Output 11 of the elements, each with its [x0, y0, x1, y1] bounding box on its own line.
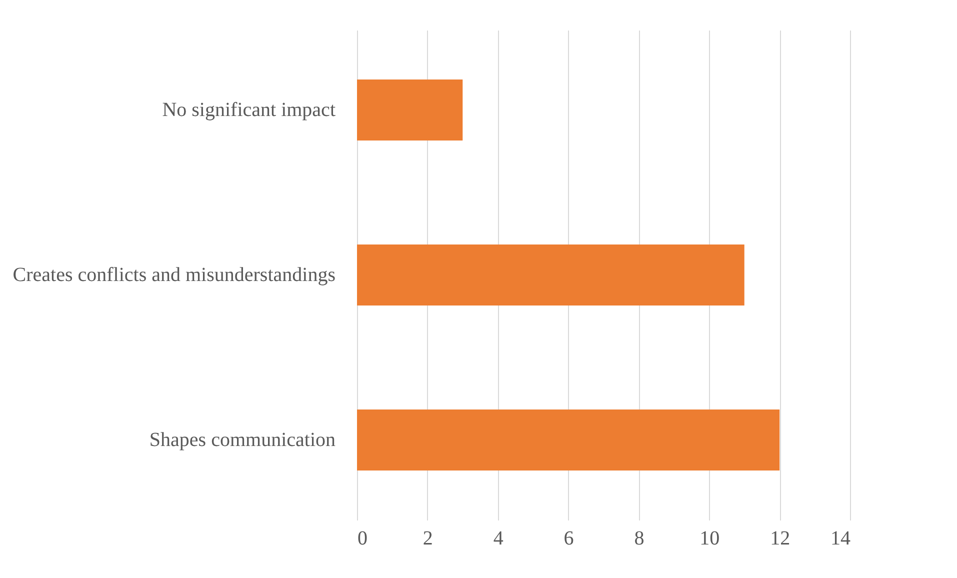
x-tick-label: 0 [358, 528, 368, 550]
y-tick-label: Shapes communication [149, 428, 336, 451]
x-tick-label: 8 [634, 528, 644, 550]
x-tick-label: 2 [422, 528, 433, 550]
y-tick-label: No significant impact [162, 99, 336, 122]
x-tick-label: 4 [493, 528, 504, 550]
x-tick-label: 12 [770, 528, 790, 550]
x-tick-label: 14 [830, 528, 850, 550]
x-tick-label: 6 [564, 528, 574, 550]
x-tick-label: 10 [700, 528, 720, 550]
y-tick-label: Creates conflicts and misunderstandings [12, 264, 336, 286]
